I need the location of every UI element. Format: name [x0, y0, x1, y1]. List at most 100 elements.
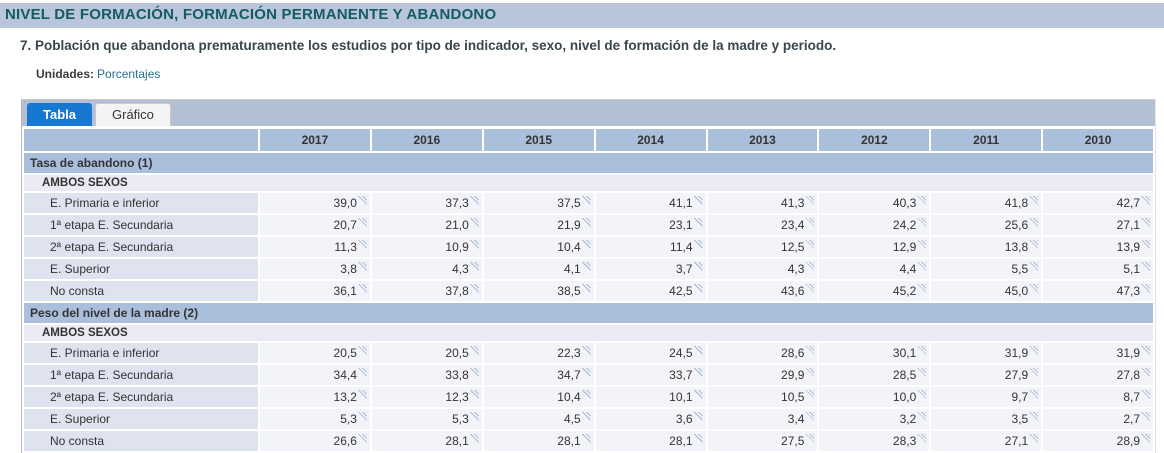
corner-note-icon[interactable]	[917, 412, 927, 421]
value-cell: 5,3	[371, 409, 482, 429]
corner-note-icon[interactable]	[805, 196, 815, 205]
corner-note-icon[interactable]	[693, 390, 703, 399]
corner-note-icon[interactable]	[805, 412, 815, 421]
corner-note-icon[interactable]	[469, 368, 479, 377]
tab-tabla[interactable]: Tabla	[27, 103, 92, 126]
value-cell: 4,5	[483, 409, 594, 429]
corner-note-icon[interactable]	[1029, 240, 1039, 249]
corner-note-icon[interactable]	[805, 434, 815, 443]
corner-note-icon[interactable]	[1141, 196, 1150, 205]
corner-note-icon[interactable]	[357, 434, 367, 443]
corner-note-icon[interactable]	[917, 240, 927, 249]
corner-note-icon[interactable]	[357, 346, 367, 355]
corner-note-icon[interactable]	[1029, 390, 1039, 399]
corner-note-icon[interactable]	[917, 196, 927, 205]
corner-note-icon[interactable]	[1141, 346, 1150, 355]
corner-note-icon[interactable]	[693, 284, 703, 293]
corner-note-icon[interactable]	[581, 434, 591, 443]
corner-note-icon[interactable]	[917, 368, 927, 377]
corner-note-icon[interactable]	[1141, 240, 1150, 249]
corner-note-icon[interactable]	[1141, 262, 1150, 271]
corner-note-icon[interactable]	[1141, 284, 1150, 293]
corner-note-icon[interactable]	[469, 218, 479, 227]
cell-value: 5,5	[1011, 262, 1029, 276]
corner-note-icon[interactable]	[805, 284, 815, 293]
corner-note-icon[interactable]	[581, 412, 591, 421]
value-cell: 3,6	[595, 409, 706, 429]
corner-note-icon[interactable]	[581, 368, 591, 377]
corner-note-icon[interactable]	[581, 284, 591, 293]
corner-note-icon[interactable]	[469, 262, 479, 271]
corner-note-icon[interactable]	[469, 434, 479, 443]
corner-note-icon[interactable]	[805, 390, 815, 399]
corner-note-icon[interactable]	[469, 412, 479, 421]
corner-note-icon[interactable]	[469, 346, 479, 355]
corner-note-icon[interactable]	[581, 262, 591, 271]
corner-note-icon[interactable]	[469, 196, 479, 205]
table-row: E. Primaria e inferior 20,5 20,5 22,3 24,5 28…	[24, 343, 1153, 363]
corner-note-icon[interactable]	[693, 218, 703, 227]
corner-note-icon[interactable]	[1141, 412, 1150, 421]
corner-note-icon[interactable]	[1141, 390, 1150, 399]
corner-note-icon[interactable]	[1029, 284, 1039, 293]
corner-note-icon[interactable]	[805, 368, 815, 377]
group-header-row: AMBOS SEXOS	[24, 175, 1153, 191]
corner-note-icon[interactable]	[805, 218, 815, 227]
corner-note-icon[interactable]	[917, 218, 927, 227]
corner-note-icon[interactable]	[357, 412, 367, 421]
corner-note-icon[interactable]	[917, 284, 927, 293]
corner-note-icon[interactable]	[469, 240, 479, 249]
corner-note-icon[interactable]	[805, 262, 815, 271]
corner-note-icon[interactable]	[917, 262, 927, 271]
cell-value: 28,1	[669, 434, 693, 448]
corner-note-icon[interactable]	[581, 218, 591, 227]
corner-note-icon[interactable]	[581, 390, 591, 399]
corner-note-icon[interactable]	[1029, 346, 1039, 355]
corner-note-icon[interactable]	[581, 346, 591, 355]
corner-note-icon[interactable]	[693, 434, 703, 443]
corner-note-icon[interactable]	[693, 346, 703, 355]
corner-note-icon[interactable]	[357, 390, 367, 399]
corner-note-icon[interactable]	[357, 196, 367, 205]
tab-grafico[interactable]: Gráfico	[95, 103, 171, 126]
corner-note-icon[interactable]	[581, 240, 591, 249]
corner-note-icon[interactable]	[357, 240, 367, 249]
corner-note-icon[interactable]	[1029, 196, 1039, 205]
data-table: 2017 2016 2015 2014 2013 2012 2011 2010 Tasa de…	[22, 127, 1155, 453]
value-cell: 27,9	[931, 365, 1042, 385]
corner-note-icon[interactable]	[581, 196, 591, 205]
corner-note-icon[interactable]	[917, 434, 927, 443]
corner-note-icon[interactable]	[1029, 412, 1039, 421]
corner-note-icon[interactable]	[693, 196, 703, 205]
corner-note-icon[interactable]	[917, 390, 927, 399]
corner-note-icon[interactable]	[693, 412, 703, 421]
table-row: E. Superior 5,3 5,3 4,5 3,6 3,4 3,2 3,5 2,7	[24, 409, 1153, 429]
corner-note-icon[interactable]	[805, 346, 815, 355]
cell-value: 4,5	[563, 412, 581, 426]
corner-note-icon[interactable]	[469, 390, 479, 399]
table-corner-cell	[24, 129, 258, 151]
value-cell: 10,4	[483, 387, 594, 407]
corner-note-icon[interactable]	[1029, 434, 1039, 443]
corner-note-icon[interactable]	[357, 284, 367, 293]
corner-note-icon[interactable]	[805, 240, 815, 249]
corner-note-icon[interactable]	[917, 346, 927, 355]
corner-note-icon[interactable]	[357, 262, 367, 271]
corner-note-icon[interactable]	[1029, 218, 1039, 227]
corner-note-icon[interactable]	[1029, 368, 1039, 377]
corner-note-icon[interactable]	[1141, 368, 1150, 377]
corner-note-icon[interactable]	[357, 368, 367, 377]
year-column-header: 2014	[595, 129, 706, 151]
corner-note-icon[interactable]	[693, 240, 703, 249]
cell-value: 42,7	[1116, 196, 1140, 210]
corner-note-icon[interactable]	[1141, 218, 1150, 227]
corner-note-icon[interactable]	[469, 284, 479, 293]
corner-note-icon[interactable]	[693, 368, 703, 377]
corner-note-icon[interactable]	[693, 262, 703, 271]
cell-value: 28,9	[1116, 434, 1140, 448]
row-label: 2ª etapa E. Secundaria	[24, 237, 258, 257]
corner-note-icon[interactable]	[1141, 434, 1150, 443]
corner-note-icon[interactable]	[1029, 262, 1039, 271]
value-cell: 3,5	[931, 409, 1042, 429]
corner-note-icon[interactable]	[357, 218, 367, 227]
